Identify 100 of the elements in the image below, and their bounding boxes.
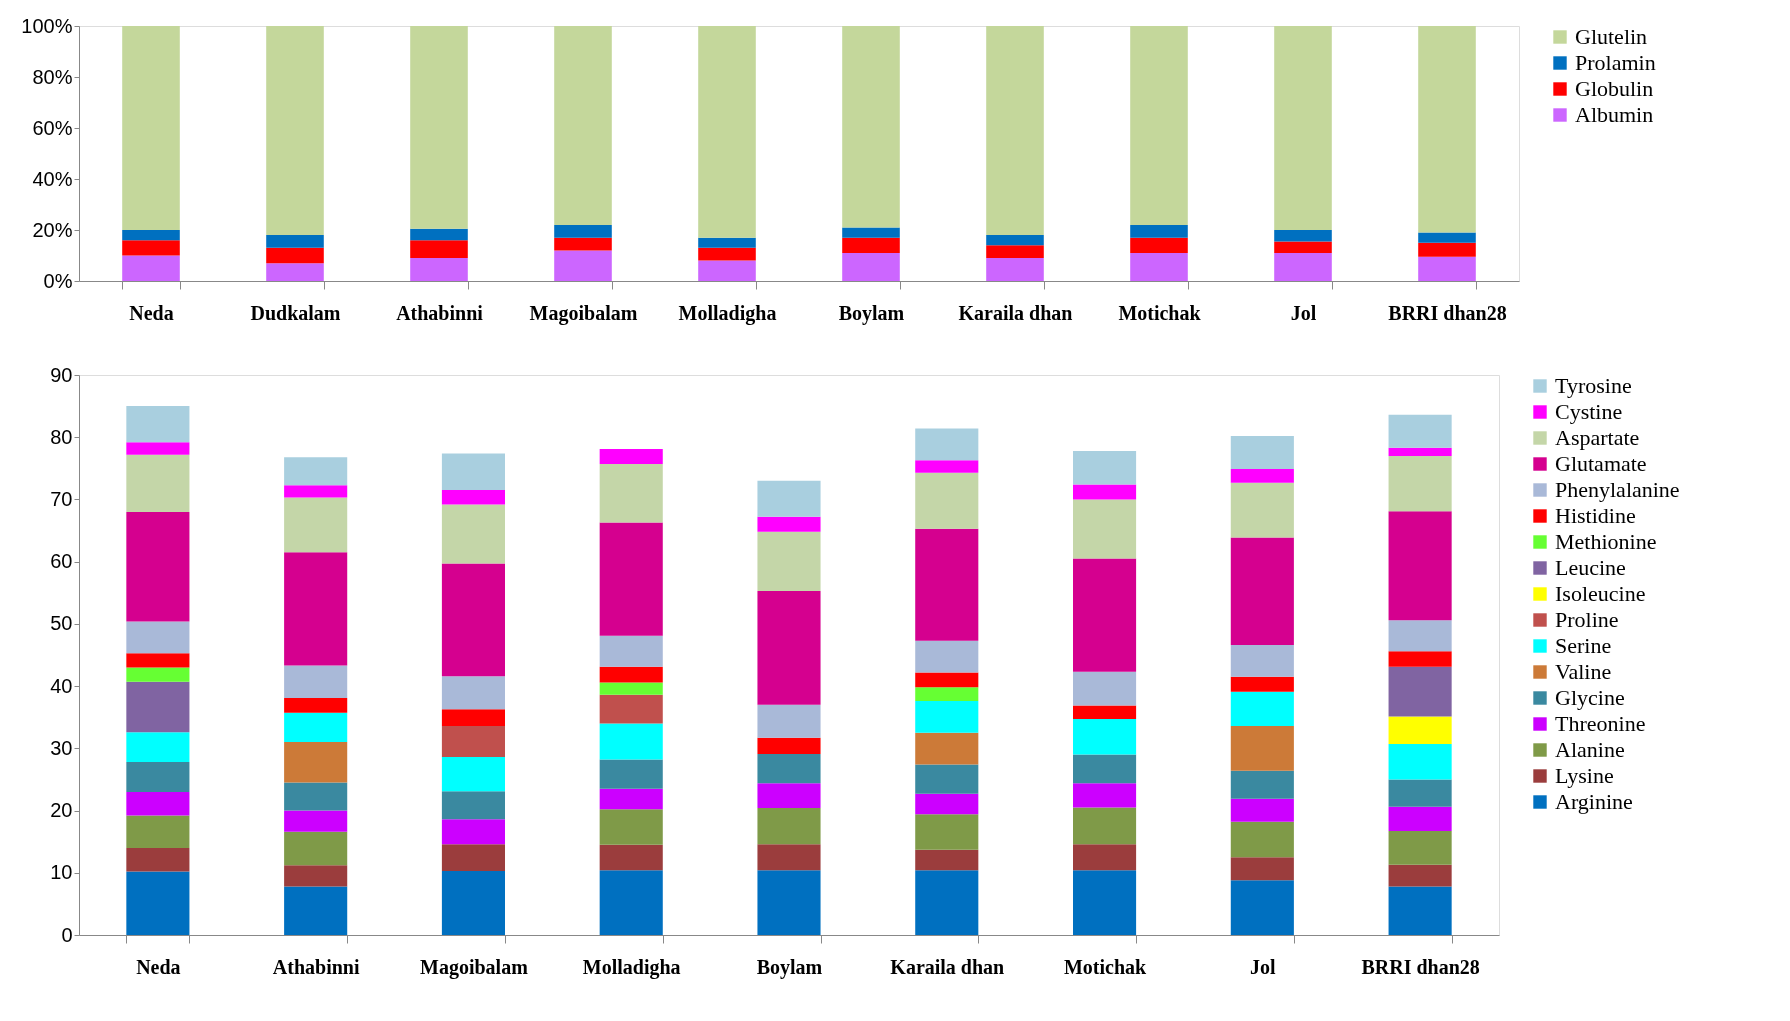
bar <box>410 26 468 229</box>
bar <box>1073 705 1137 720</box>
x-tick-label: Boylam <box>838 301 905 325</box>
bar <box>599 870 663 935</box>
bar <box>1230 821 1294 858</box>
x-tick-label: Magoibalam <box>420 955 529 979</box>
bar <box>842 227 900 238</box>
bar <box>284 665 348 698</box>
legend-label: Valine <box>1555 659 1612 684</box>
bar <box>757 531 821 591</box>
bar <box>1230 537 1294 646</box>
bar <box>126 847 190 872</box>
x-tick-label: Jol <box>1290 301 1317 324</box>
x-tick-label: Dudkalam <box>250 301 341 324</box>
bar <box>1388 864 1452 887</box>
bar <box>441 504 505 564</box>
bar <box>1230 857 1294 881</box>
bar <box>599 844 663 871</box>
bar <box>122 230 180 241</box>
bar <box>284 697 348 713</box>
bar <box>915 472 979 529</box>
bar <box>1230 468 1294 483</box>
legend-label: Phenylalanine <box>1555 477 1680 502</box>
x-tick-label: Athabinni <box>396 301 484 324</box>
bar <box>126 871 190 935</box>
bar <box>1230 676 1294 692</box>
bar <box>1418 256 1476 281</box>
bar <box>698 260 756 281</box>
bar <box>599 759 663 789</box>
bar <box>441 453 505 491</box>
bar <box>284 742 348 783</box>
bar <box>599 522 663 636</box>
bar <box>915 701 979 733</box>
bar <box>1388 620 1452 652</box>
x-tick-label: Magoibalam <box>529 301 638 325</box>
bar <box>915 793 979 815</box>
bar <box>410 228 468 241</box>
x-tick-label: Athabinni <box>272 955 360 978</box>
x-tick-label: Neda <box>136 955 181 978</box>
legend-label: Serine <box>1555 633 1612 658</box>
bar <box>842 237 900 253</box>
bar <box>441 819 505 845</box>
bar <box>1073 844 1137 871</box>
bar <box>1073 671 1137 706</box>
y-tick-label: 20 <box>50 799 73 822</box>
bar <box>1388 831 1452 865</box>
bar <box>126 667 190 682</box>
bar <box>284 831 348 866</box>
bar <box>915 672 979 688</box>
bar <box>1230 770 1294 799</box>
bar <box>266 235 324 248</box>
bar <box>1230 435 1294 469</box>
bar <box>441 870 505 935</box>
bar <box>284 457 348 486</box>
bar <box>1073 783 1137 808</box>
y-tick-label: 60% <box>32 116 73 139</box>
bar <box>266 263 324 281</box>
legend-label: Tyrosine <box>1555 373 1632 398</box>
bar <box>554 250 612 281</box>
bar <box>915 849 979 871</box>
bar <box>1388 743 1452 780</box>
bar <box>441 676 505 710</box>
legend-label: Globulin <box>1575 76 1654 101</box>
bar <box>757 704 821 738</box>
legend-label: Glutamate <box>1555 451 1647 476</box>
bar <box>122 240 180 256</box>
bar <box>126 791 190 816</box>
bar <box>1274 252 1332 281</box>
bar <box>126 653 190 668</box>
bar <box>698 26 756 238</box>
bar <box>599 694 663 724</box>
bar <box>122 255 180 281</box>
bar <box>126 815 190 848</box>
bar <box>1388 886 1452 935</box>
bar <box>599 449 663 464</box>
bar <box>842 252 900 281</box>
bar <box>1230 798 1294 822</box>
x-tick-label: Neda <box>129 301 174 324</box>
bar <box>410 240 468 259</box>
bar <box>126 442 190 455</box>
legend-label: Glycine <box>1555 685 1625 710</box>
bar <box>1230 725 1294 771</box>
x-tick-label: BRRI dhan28 <box>1388 301 1507 324</box>
y-tick-label: 70 <box>50 487 73 510</box>
bar <box>1388 806 1452 832</box>
legend-label: Lysine <box>1555 763 1614 788</box>
bar <box>1274 241 1332 253</box>
y-tick-label: 20% <box>32 218 73 241</box>
bar <box>1388 716 1452 744</box>
bar <box>126 406 190 443</box>
bar <box>1230 482 1294 538</box>
bar <box>441 844 505 871</box>
bar <box>1230 691 1294 726</box>
legend-label: Alanine <box>1555 737 1625 762</box>
bar <box>554 26 612 225</box>
bar <box>757 808 821 845</box>
legend-label: Albumin <box>1575 102 1654 127</box>
legend-label: Isoleucine <box>1555 581 1646 606</box>
bar <box>698 237 756 248</box>
bar <box>698 247 756 261</box>
